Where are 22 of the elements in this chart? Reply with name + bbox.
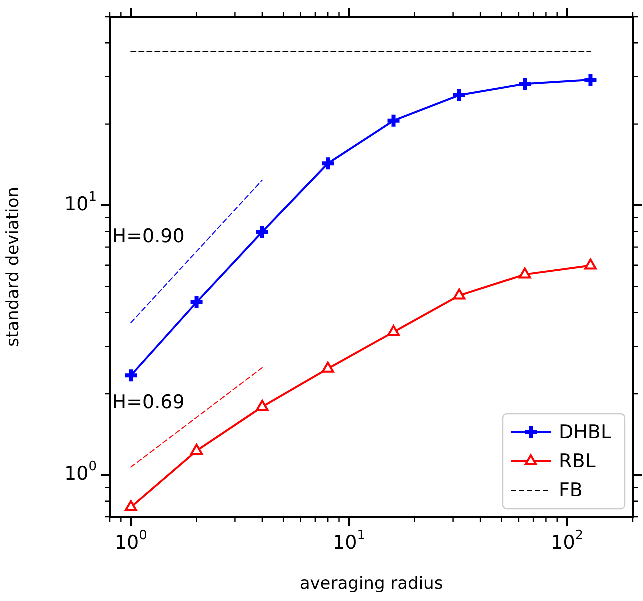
legend-label: FB: [559, 479, 583, 502]
point: [320, 156, 336, 172]
point: [190, 444, 203, 455]
point: [582, 72, 599, 88]
point: [518, 268, 532, 279]
x-axis-title: averaging radius: [300, 574, 444, 594]
point: [386, 112, 402, 129]
point: [123, 368, 140, 384]
point: [256, 400, 269, 412]
point: [451, 87, 468, 104]
annotation: H=0.69: [112, 392, 185, 414]
legend-label: DHBL: [559, 421, 612, 444]
point: [322, 362, 334, 373]
point: [517, 76, 534, 92]
point: [254, 224, 270, 240]
legend-label: RBL: [559, 450, 596, 472]
point: [584, 258, 597, 270]
point: [388, 325, 400, 336]
point: [124, 500, 138, 512]
point: [453, 288, 466, 300]
y-axis-title: standard deviation: [4, 187, 24, 347]
annotation: H=0.90: [112, 226, 185, 248]
